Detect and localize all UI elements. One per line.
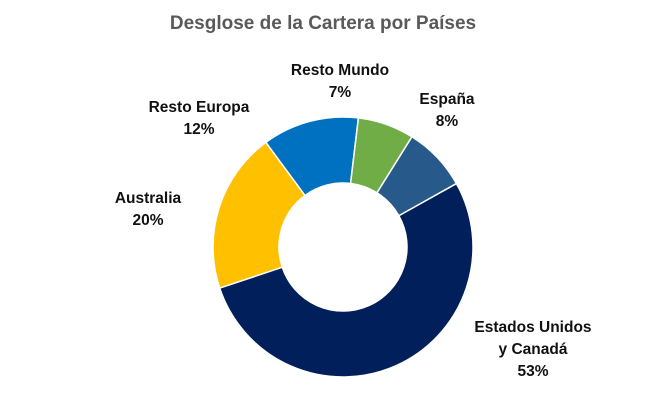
- slice-label: Australia 20%: [115, 190, 182, 229]
- slice-label: España 8%: [419, 91, 475, 130]
- donut-slice: [218, 182, 474, 378]
- donut-slice: [349, 117, 413, 194]
- donut-slice: [212, 141, 307, 289]
- slice-label: Estados Unidos y Canadá 53%: [474, 319, 591, 380]
- donut-slices: [212, 116, 474, 378]
- slice-label: Resto Europa 12%: [149, 99, 250, 138]
- chart-title: Desglose de la Cartera por Países: [170, 13, 476, 34]
- slice-labels: España 8% Estados Unidos y Canadá 53% Austral…: [115, 62, 592, 380]
- slice-label: Resto Mundo 7%: [291, 62, 389, 101]
